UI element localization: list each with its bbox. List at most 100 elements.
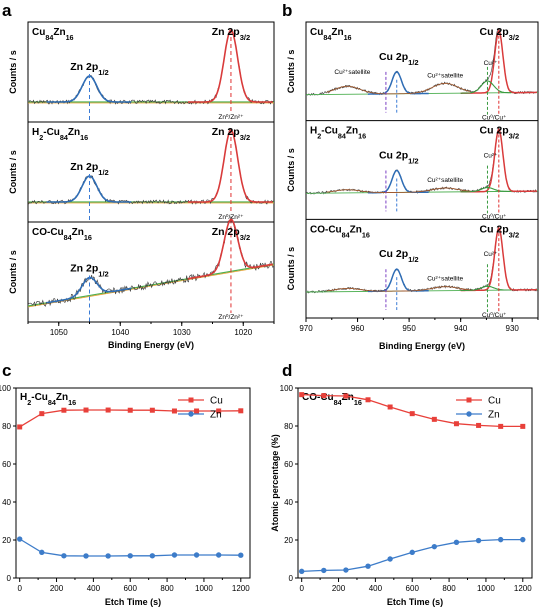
data-point-cu	[409, 411, 415, 417]
data-point-zn	[61, 553, 67, 559]
xps-cu-panel: 970 960 950 940 930 Binding Energy (eV) Counts…	[286, 21, 539, 351]
y-tick-label: 0	[289, 574, 294, 583]
peak-label: Zn 2p3/2	[212, 126, 251, 142]
subplot-title: H2-Cu84Zn16	[32, 127, 88, 142]
fit-peak-1-2	[367, 70, 429, 95]
satellite-label: Cu²⁺satellite	[427, 72, 463, 79]
data-point-zn	[149, 553, 156, 559]
data-point-cu	[387, 404, 393, 410]
y-tick-label: 100	[280, 384, 294, 393]
data-point-cu	[498, 423, 504, 429]
y-tick-label: 60	[2, 460, 11, 469]
data-point-zn	[238, 552, 244, 558]
y-axis-label: Counts / s	[286, 148, 296, 192]
fit-peak-1-2	[367, 268, 429, 293]
fit-cu2-peak	[460, 285, 512, 292]
plot-frame	[297, 387, 533, 579]
peak-label: Cu 2p1/2	[379, 248, 419, 264]
h2-etch-chart: 0 200 400 600 800 1000 1200 0 20 40 60 80 100 Etch Ti…	[0, 384, 251, 607]
data-point-zn	[343, 567, 349, 573]
subplot-title: CO-Cu84Zn16	[32, 227, 92, 242]
x-tick-label: 600	[124, 584, 138, 593]
peak-label: Zn 2p1/2	[70, 263, 109, 279]
data-point-cu	[343, 393, 349, 399]
x-tick-label: 800	[160, 584, 174, 593]
data-point-cu	[17, 424, 23, 430]
legend-label: Zn	[210, 410, 222, 421]
x-tick-label: 400	[87, 584, 101, 593]
data-point-zn	[215, 552, 222, 558]
panel-label-c: c	[2, 361, 11, 380]
data-point-zn	[16, 536, 23, 542]
data-point-zn	[105, 553, 111, 559]
fit-cu2-peak	[460, 187, 512, 193]
x-tick-label: 970	[299, 324, 313, 333]
data-point-cu	[39, 411, 45, 417]
x-axis-label: Etch Time (s)	[387, 597, 443, 607]
x-tick-label: 0	[299, 584, 304, 593]
panel-label-b: b	[282, 1, 292, 20]
fit-peak-3-2	[187, 28, 273, 103]
chart-title: H2-Cu84Zn16	[20, 392, 76, 407]
data-point-zn	[365, 563, 371, 569]
data-point-zn	[321, 567, 327, 574]
data-point-zn	[409, 549, 415, 556]
oxidation-annotation: Zn⁰/Zn²⁺	[218, 113, 244, 121]
subplot-title: CO-Cu84Zn16	[310, 224, 370, 239]
x-tick-label: 600	[406, 584, 420, 593]
y-tick-label: 40	[284, 498, 293, 507]
data-point-cu	[321, 393, 327, 399]
x-tick-label: 940	[454, 324, 468, 333]
legend-label: Cu	[488, 396, 501, 407]
y-tick-label: 0	[7, 574, 12, 583]
plot-frame	[15, 387, 251, 579]
x-tick-label: 960	[351, 324, 365, 333]
y-tick-label: 20	[284, 536, 293, 545]
data-point-zn	[431, 543, 438, 550]
x-tick-label: 800	[442, 584, 456, 593]
legend-marker	[188, 411, 194, 417]
peak-label: Zn 2p1/2	[70, 61, 109, 77]
cu2-label: Cu²⁺	[484, 60, 498, 67]
data-point-cu	[127, 407, 133, 413]
data-point-cu	[83, 407, 89, 413]
peak-label: Zn 2p3/2	[212, 226, 251, 242]
subplot-title: H2-Cu84Zn16	[310, 126, 366, 141]
y-tick-label: 100	[0, 384, 12, 393]
series-line-zn	[301, 538, 523, 573]
x-tick-label: 1200	[514, 584, 532, 593]
y-axis-label: Counts / s	[8, 50, 18, 94]
x-tick-label: 0	[17, 584, 22, 593]
y-axis-label: Counts / s	[8, 150, 18, 194]
legend-marker	[466, 397, 472, 403]
co-etch-chart: 0 200 400 600 800 1000 1200 0 20 40 60 80 100 Etch Ti…	[270, 384, 533, 607]
fit-cu2-peak	[460, 80, 512, 94]
x-axis-label: Etch Time (s)	[105, 597, 161, 607]
peak-label: Cu 2p3/2	[479, 223, 519, 239]
x-tick-label: 1030	[173, 328, 191, 337]
y-tick-label: 60	[284, 460, 293, 469]
legend-label: Cu	[210, 396, 223, 407]
x-tick-label: 930	[506, 324, 520, 333]
fit-peak-3-2	[187, 128, 273, 203]
data-point-cu	[216, 408, 222, 414]
data-point-zn	[520, 536, 526, 543]
xps-zn-panel: 1050 1040 1030 1020 Binding Energy (eV) Count…	[8, 21, 275, 350]
panel-label-d: d	[282, 361, 292, 380]
data-point-zn	[387, 556, 393, 562]
data-point-cu	[238, 408, 244, 414]
x-axis-label: Binding Energy (eV)	[379, 341, 465, 351]
data-point-zn	[497, 536, 504, 543]
y-tick-label: 20	[2, 536, 11, 545]
peak-label: Cu 2p1/2	[379, 149, 419, 165]
y-axis-label: Counts / s	[286, 247, 296, 291]
x-tick-label: 200	[50, 584, 64, 593]
oxidation-annotation: Cu⁰/Cu⁺	[482, 212, 507, 220]
fit-peak-1-2	[367, 169, 429, 194]
legend-label: Zn	[488, 410, 500, 421]
fit-peak-1-2	[46, 276, 132, 304]
data-point-zn	[298, 568, 305, 575]
data-point-cu	[171, 408, 177, 414]
y-axis-label: Counts / s	[8, 250, 18, 294]
fit-peak-1-2	[46, 175, 132, 203]
